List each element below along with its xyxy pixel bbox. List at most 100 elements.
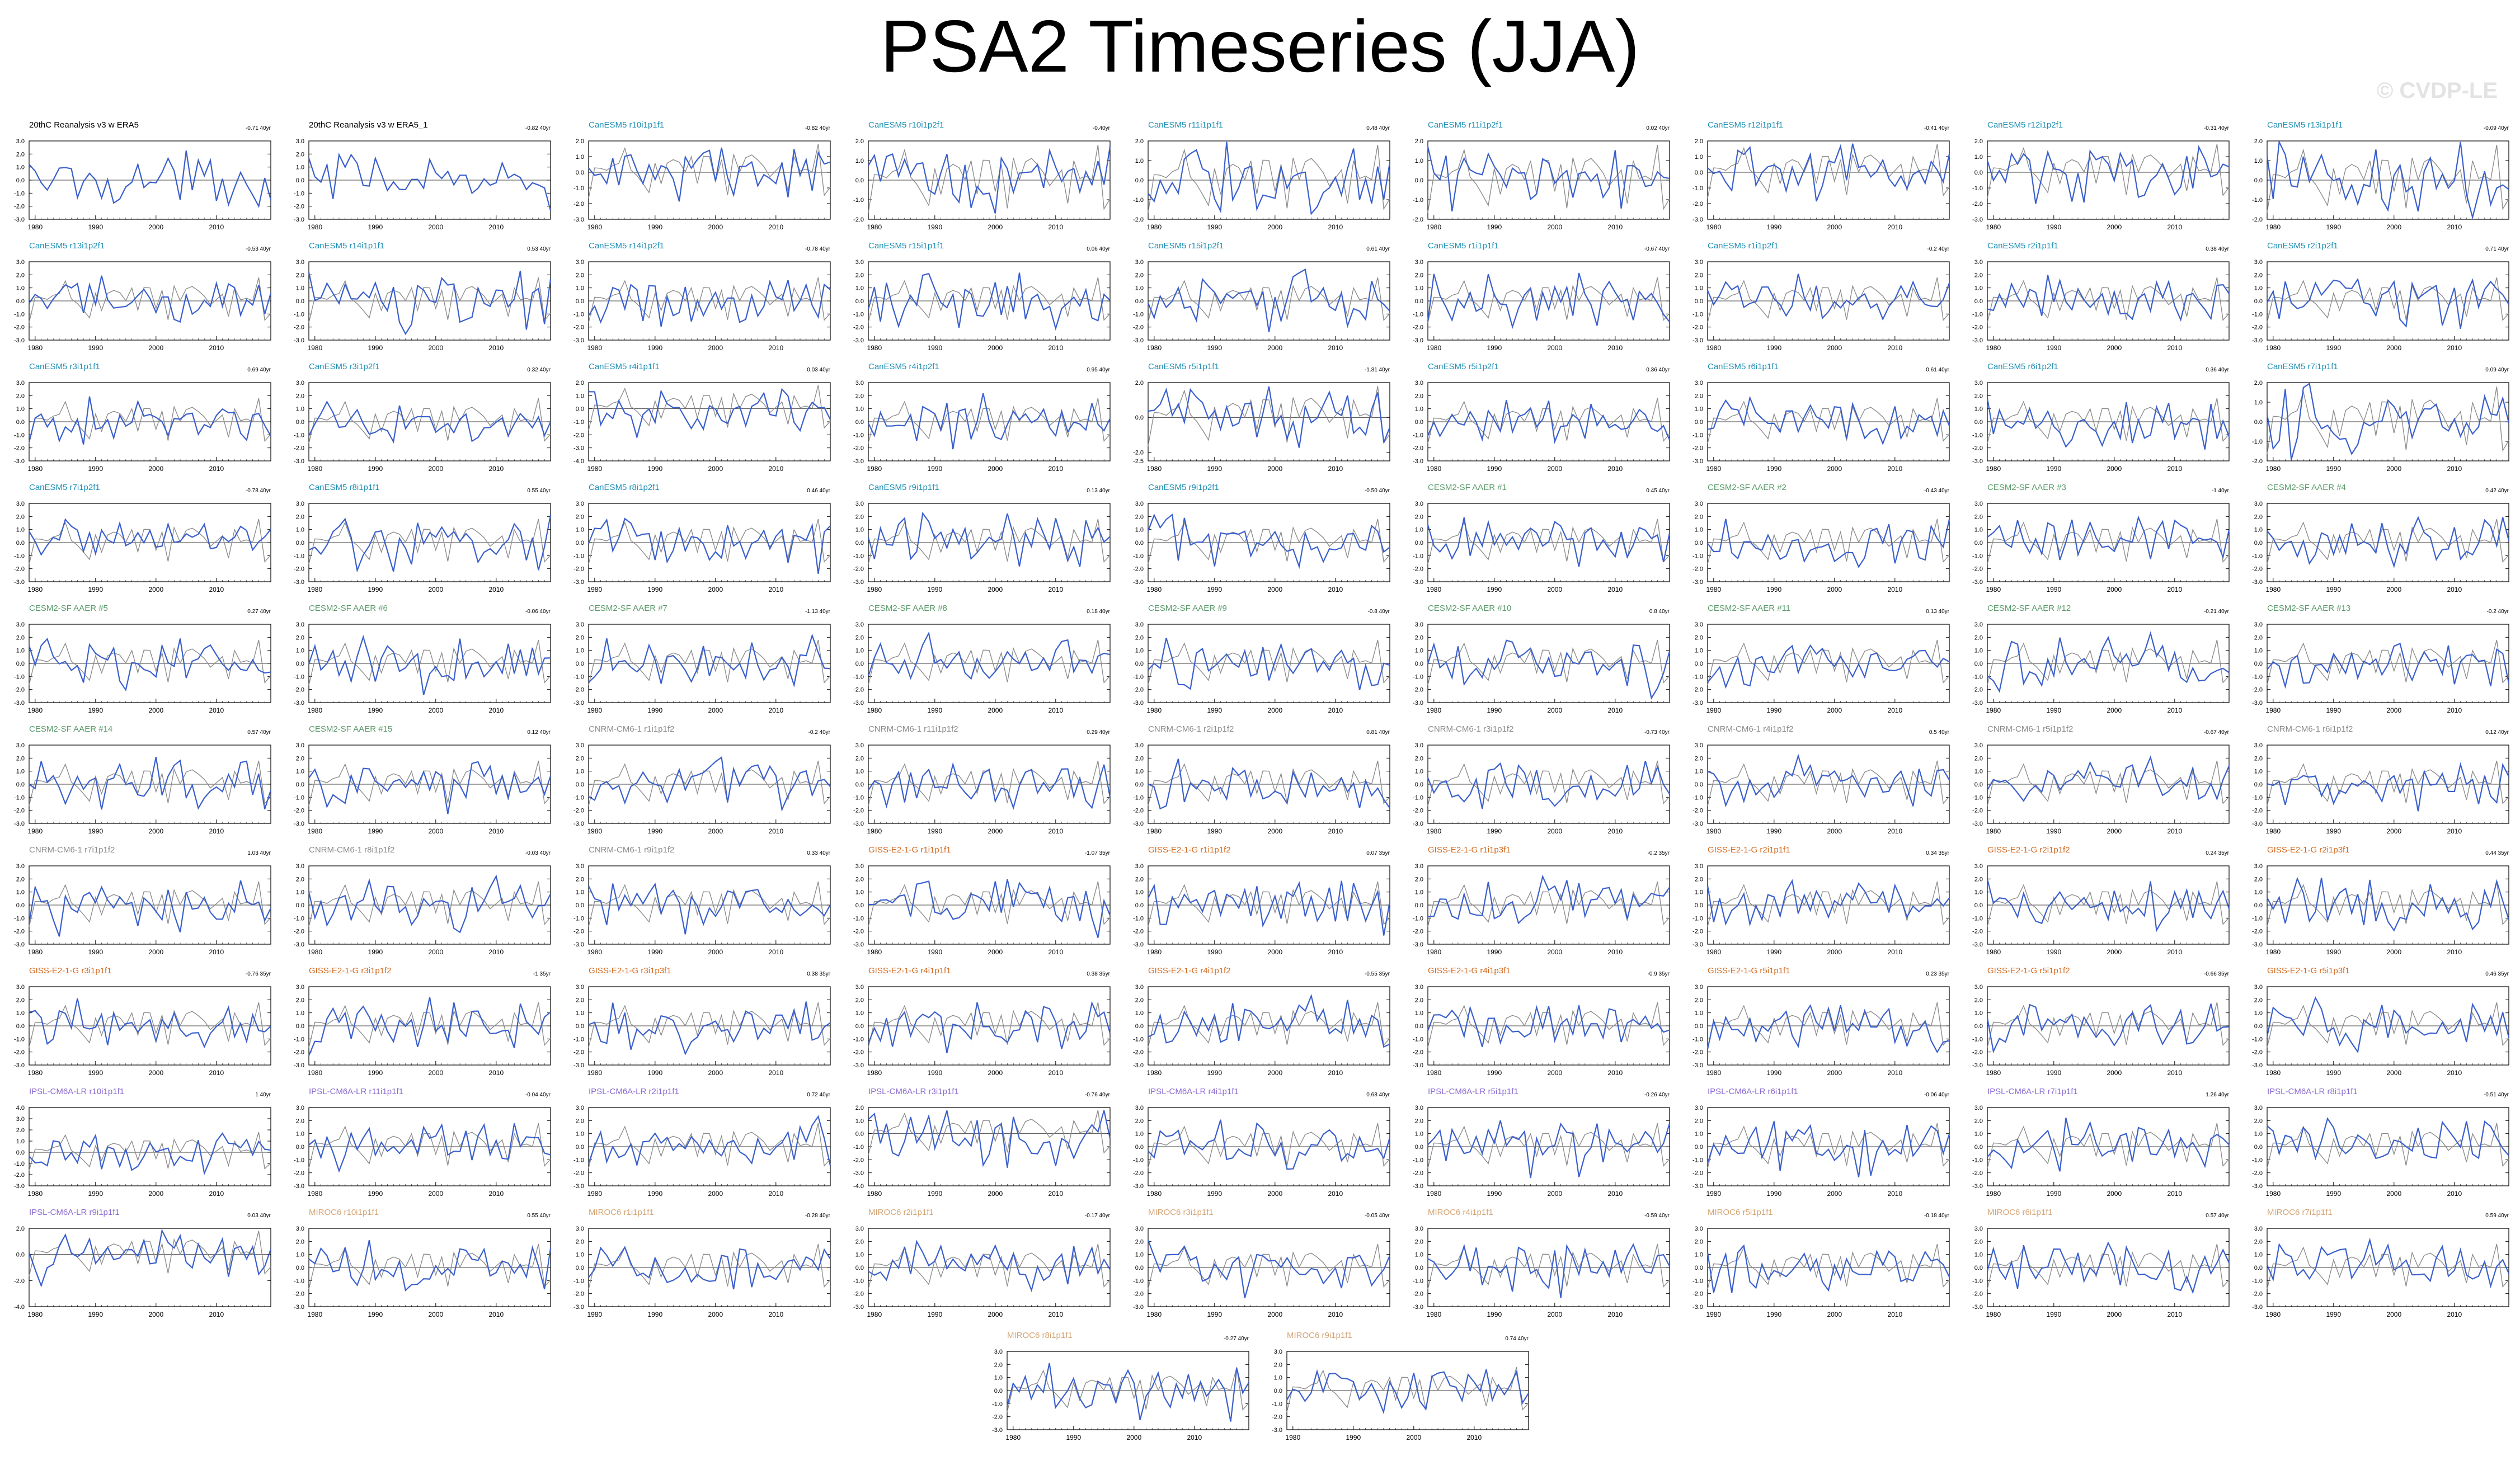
x-tick-label: 1980 (27, 827, 43, 835)
y-tick-label: 1.0 (2254, 889, 2263, 896)
x-tick-label: 2010 (2167, 948, 2182, 956)
x-tick-label: 1990 (1487, 465, 1502, 473)
panel: CanESM5 r5i1p2f1 0.36 40yr -3.0 -2.0 -1.0 0.0… (1413, 362, 1671, 473)
x-tick-label: 1990 (927, 586, 942, 593)
y-tick-label: -2.0 (294, 929, 304, 935)
y-tick-label: 1.0 (2254, 158, 2263, 164)
x-tick-label: 2000 (2107, 948, 2122, 956)
y-tick-label: 0.0 (1135, 414, 1144, 421)
y-tick-label: -4.0 (573, 458, 584, 465)
panel-trend-label: 0.29 40yr (1087, 729, 1110, 736)
x-tick-label: 2000 (2386, 586, 2401, 593)
y-tick-label: -2.0 (573, 1049, 584, 1056)
x-tick-label: 2010 (2167, 344, 2182, 352)
y-tick-label: -2.0 (14, 566, 25, 573)
model-series-line (1148, 638, 1390, 690)
x-tick-label: 1990 (1487, 706, 1502, 714)
x-tick-label: 1990 (2046, 827, 2061, 835)
y-tick-label: 3.0 (296, 138, 304, 145)
x-tick-label: 2000 (988, 223, 1003, 231)
y-tick-label: -2.0 (2252, 216, 2263, 223)
x-tick-label: 2000 (428, 706, 443, 714)
x-tick-label: 1980 (1146, 223, 1162, 231)
y-tick-label: 3.0 (1135, 863, 1144, 870)
x-tick-label: 1980 (307, 1069, 322, 1077)
y-tick-label: 0.0 (1415, 661, 1423, 667)
panel-trend-label: 0.02 40yr (1646, 125, 1670, 131)
y-tick-label: 2.0 (1695, 876, 1703, 883)
observed-series-line (1707, 881, 1950, 927)
x-tick-label: 1980 (307, 465, 322, 473)
x-tick-label: 1980 (1986, 223, 2001, 231)
x-tick-label: 2000 (2107, 827, 2122, 835)
x-tick-label: 2010 (2167, 827, 2182, 835)
y-tick-label: -1.0 (573, 1036, 584, 1043)
y-tick-label: -2.0 (1133, 687, 1144, 694)
y-tick-label: 1.0 (16, 406, 25, 413)
x-tick-label: 1980 (867, 948, 882, 956)
panel-trend-label: 0.48 40yr (1366, 125, 1390, 131)
panel: CESM2-SF AAER #10 0.8 40yr -3.0 -2.0 -1.0 0.0… (1413, 604, 1671, 714)
y-tick-label: -1.0 (294, 794, 304, 801)
panel: CanESM5 r15i1p2f1 0.61 40yr -3.0 -2.0 -1.0 0.… (1133, 241, 1390, 352)
y-tick-label: -3.0 (2252, 821, 2263, 827)
x-tick-label: 2000 (2386, 706, 2401, 714)
panel-trend-label: 0.24 35yr (2206, 850, 2229, 856)
x-tick-label: 2000 (428, 586, 443, 593)
y-tick-label: -3.0 (2252, 579, 2263, 586)
y-tick-label: 0.0 (296, 298, 304, 305)
y-tick-label: 1.0 (1415, 527, 1423, 534)
x-tick-label: 1990 (647, 948, 662, 956)
x-tick-label: 2000 (1547, 706, 1562, 714)
y-tick-label: -1.0 (1692, 311, 1703, 318)
x-tick-label: 1990 (1766, 344, 1781, 352)
x-tick-label: 2000 (1827, 223, 1842, 231)
panel-title: CanESM5 r3i1p1f1 (29, 362, 100, 371)
y-tick-label: -3.0 (573, 700, 584, 706)
panel: CNRM-CM6-1 r6i1p1f2 0.12 40yr -3.0 -2.0 -1.0… (2252, 724, 2509, 835)
x-tick-label: 2000 (988, 465, 1003, 473)
y-tick-label: 0.0 (1135, 298, 1144, 305)
panel-trend-label: -0.78 40yr (246, 488, 271, 494)
y-tick-label: 2.0 (296, 876, 304, 883)
x-tick-label: 1980 (27, 948, 43, 956)
panel-trend-label: 0.61 40yr (1366, 246, 1390, 252)
x-tick-label: 1990 (1487, 586, 1502, 593)
y-tick-label: 2.0 (1135, 272, 1144, 279)
x-tick-label: 1980 (1986, 465, 2001, 473)
y-tick-label: 3.0 (1415, 742, 1423, 749)
y-tick-label: 1.0 (296, 527, 304, 534)
x-tick-label: 1990 (2326, 465, 2341, 473)
y-tick-label: 3.0 (2254, 621, 2263, 628)
model-series-line (308, 400, 552, 444)
panel-title: 20thC Reanalysis v3 w ERA5_1 (309, 120, 428, 130)
y-tick-label: -1.0 (14, 794, 25, 801)
x-tick-label: 2010 (768, 948, 783, 956)
x-tick-label: 1990 (2326, 948, 2341, 956)
model-series-line (868, 879, 1111, 938)
y-tick-label: 1.0 (2254, 285, 2263, 292)
panel: GISS-E2-1-G r2i1p1f2 0.24 35yr -3.0 -2.0 -1.… (1972, 845, 2230, 956)
y-tick-label: 0.0 (1415, 298, 1423, 305)
y-tick-label: -1.0 (573, 673, 584, 680)
panel: CESM2-SF AAER #15 0.12 40yr -3.0 -2.0 -1.0 0.… (294, 724, 552, 835)
panel-title: CESM2-SF AAER #11 (1708, 604, 1790, 613)
observed-series-line (1707, 760, 1950, 806)
y-tick-label: 3.0 (576, 984, 584, 991)
x-tick-label: 1990 (88, 706, 103, 714)
x-tick-label: 2010 (1328, 223, 1343, 231)
model-series-line (1148, 142, 1391, 215)
panel-title: CESM2-SF AAER #9 (1148, 604, 1227, 613)
x-tick-label: 2010 (209, 344, 224, 352)
y-tick-label: 3.0 (1974, 501, 1983, 507)
panel-title: CanESM5 r15i1p2f1 (1148, 241, 1224, 251)
y-tick-label: -3.0 (1133, 579, 1144, 586)
panel-trend-label: 0.03 40yr (807, 367, 830, 373)
observed-series-line (1987, 639, 2230, 685)
x-tick-label: 2010 (2447, 586, 2462, 593)
y-tick-label: -3.0 (853, 458, 864, 465)
x-tick-label: 1990 (2326, 706, 2341, 714)
y-tick-label: 1.0 (1974, 285, 1983, 292)
observed-series-line (1148, 519, 1390, 564)
observed-series-line (588, 881, 831, 927)
